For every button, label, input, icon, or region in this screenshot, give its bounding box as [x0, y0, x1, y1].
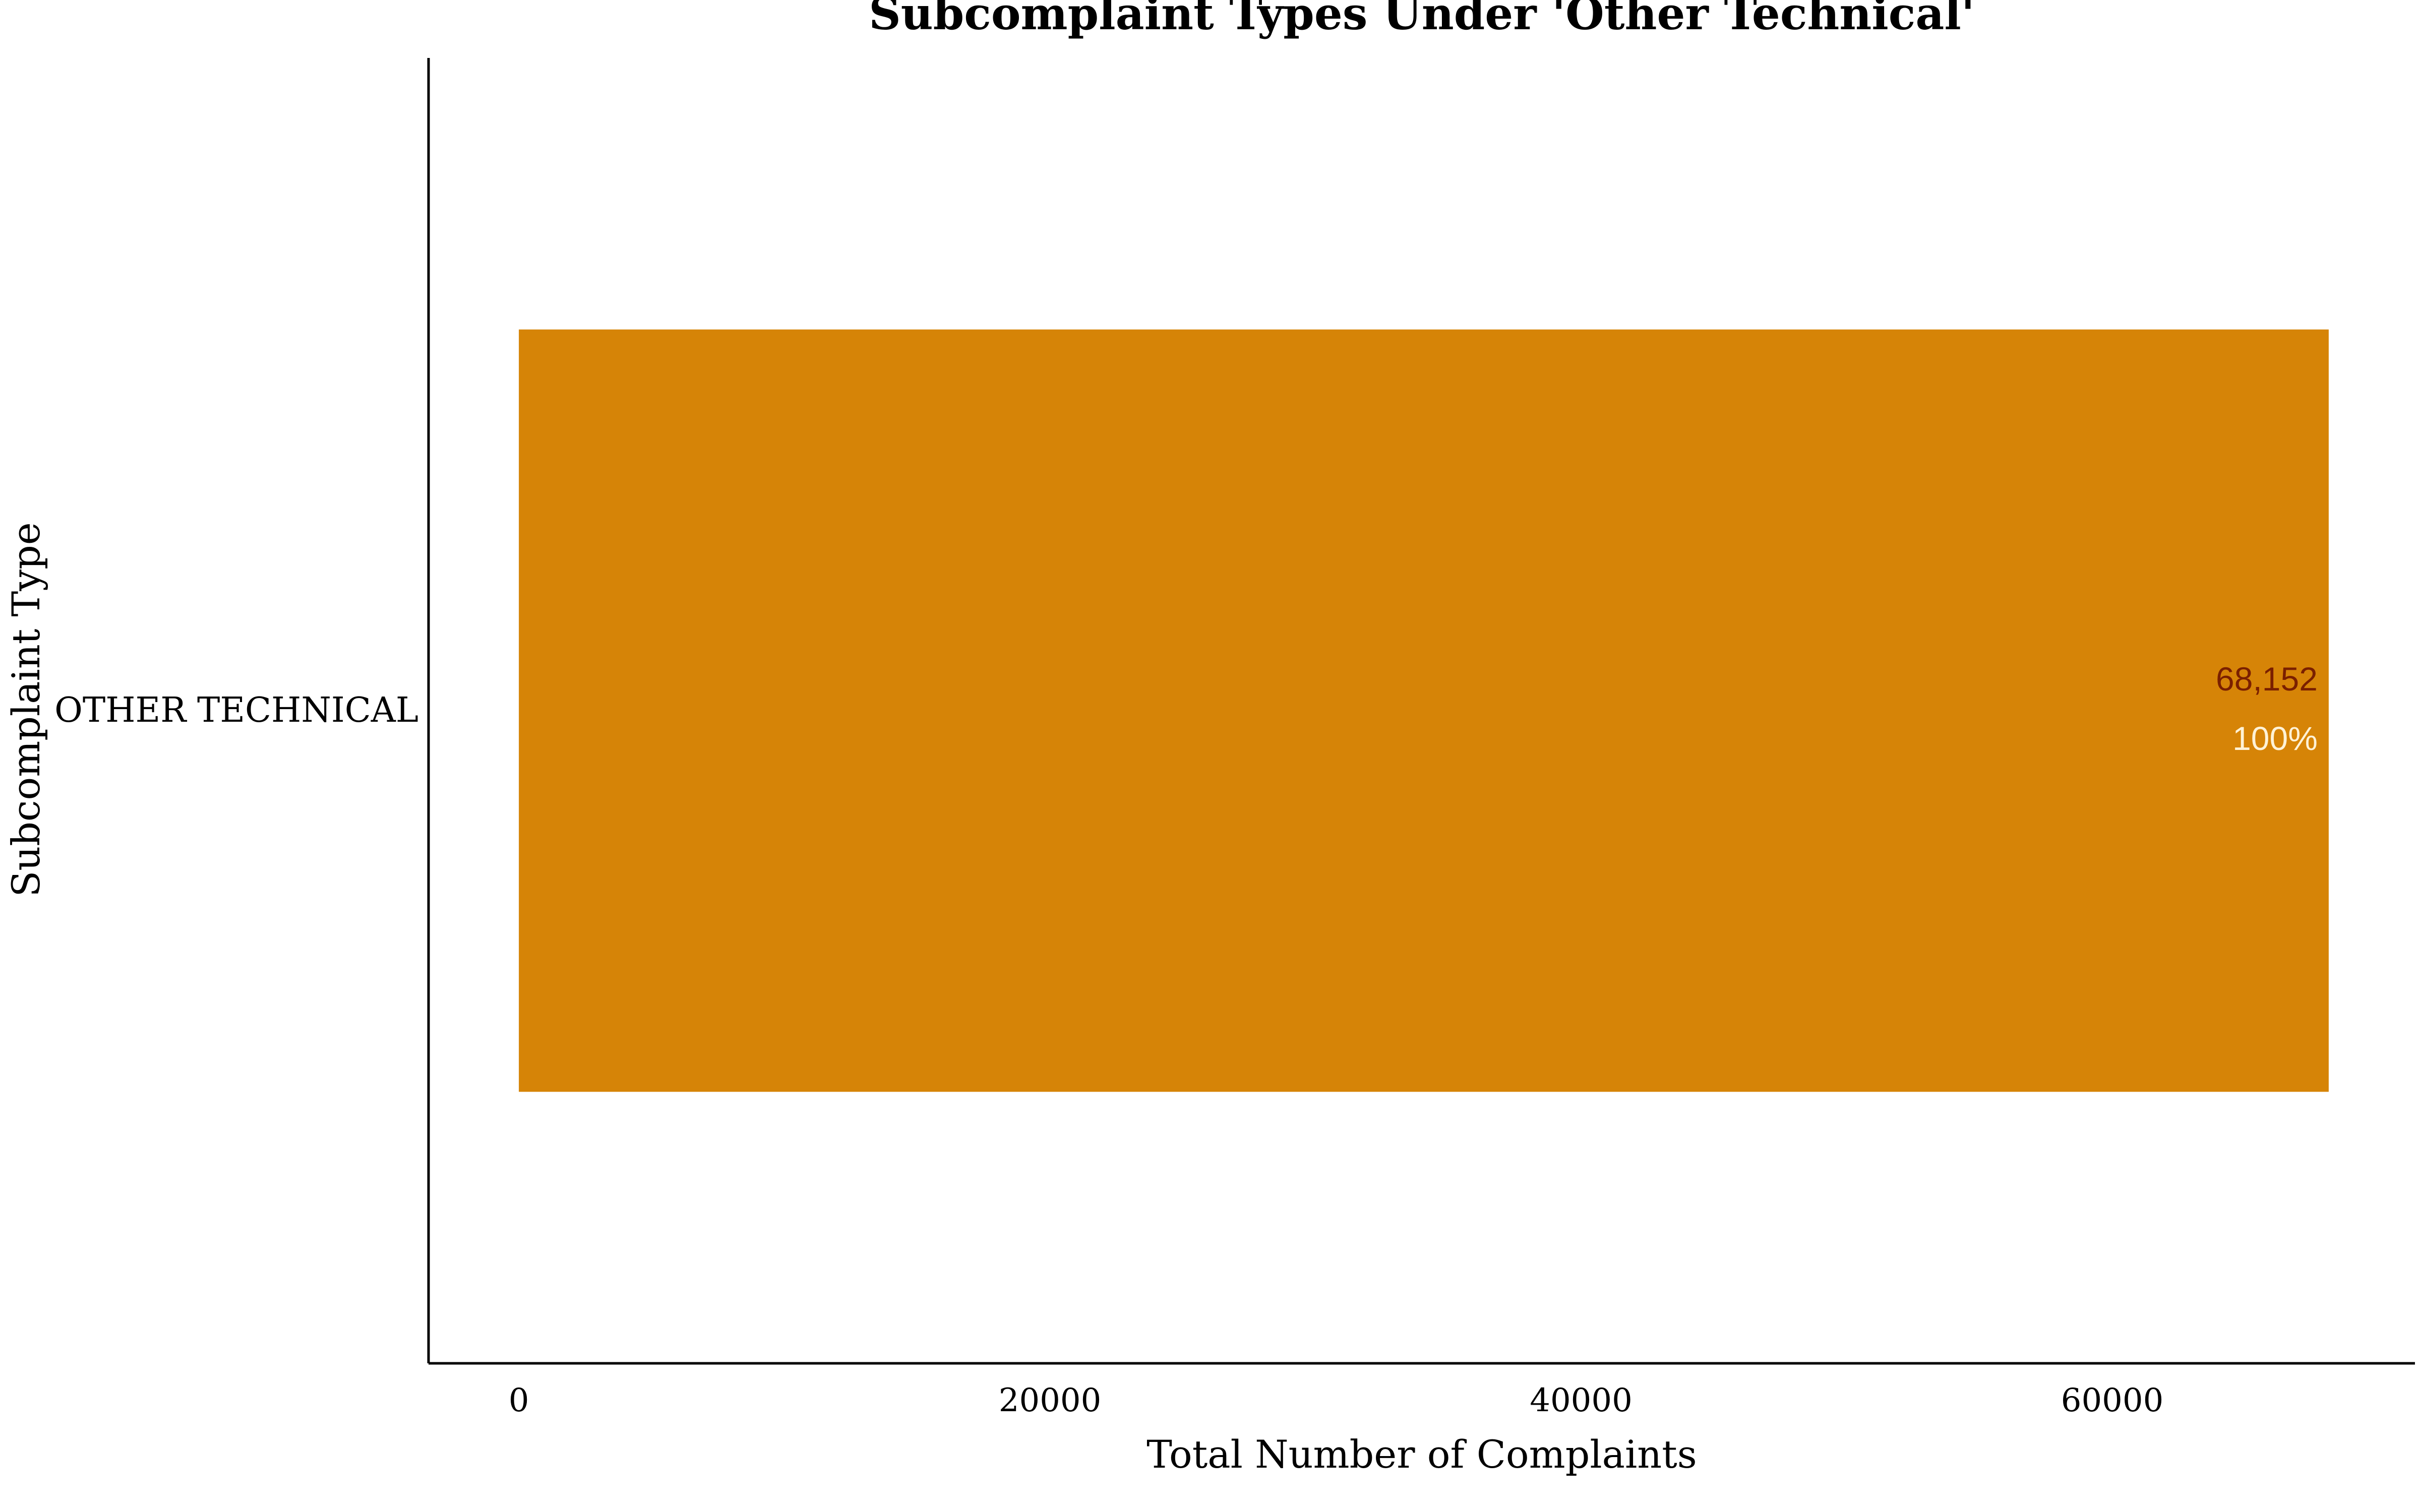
- y-axis-label: Subcomplaint Type: [4, 522, 48, 897]
- bars-layer: [519, 329, 2329, 1092]
- chart-title: Subcomplaint Types Under 'Other Technica…: [869, 0, 1975, 40]
- x-tick-label: 60000: [2061, 1382, 2164, 1419]
- x-tick-label: 20000: [999, 1382, 1102, 1419]
- y-tick-label: OTHER TECHNICAL: [54, 690, 418, 730]
- bar: [519, 329, 2329, 1092]
- ticks-layer: 0 20000 40000 60000: [509, 1382, 2164, 1419]
- bar-value-label: 68,152: [2216, 660, 2318, 698]
- x-axis-label: Total Number of Complaints: [1146, 1432, 1697, 1477]
- x-tick-label: 0: [509, 1382, 529, 1419]
- labels-layer: OTHER TECHNICAL 68,152 100%: [54, 660, 2318, 757]
- bar-percent-label: 100%: [2232, 720, 2318, 757]
- x-tick-label: 40000: [1530, 1382, 1632, 1419]
